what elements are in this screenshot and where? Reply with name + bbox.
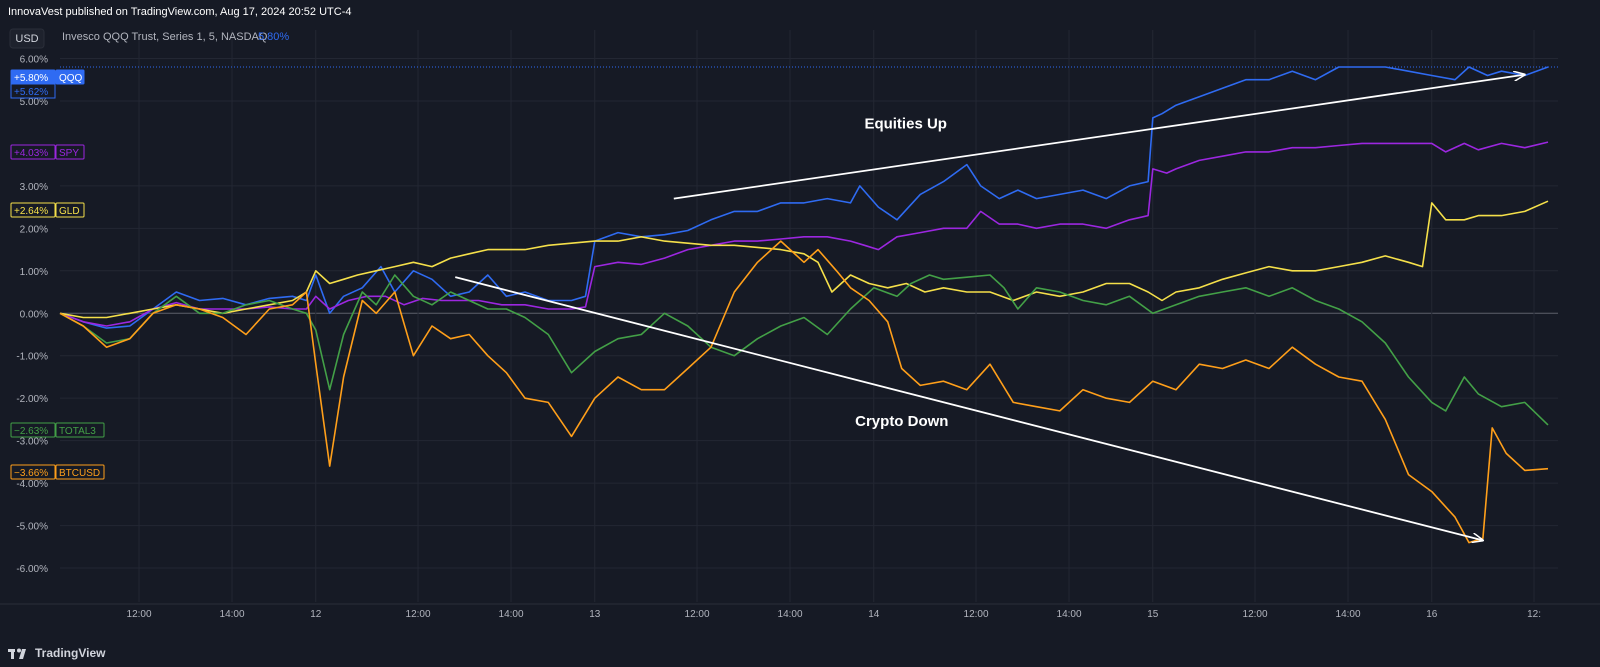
series-badge-name: TOTAL3 bbox=[59, 426, 96, 437]
x-tick-label: 13 bbox=[589, 609, 601, 620]
annotation-label: Equities Up bbox=[864, 116, 947, 133]
legend-value: 5.80% bbox=[258, 31, 289, 43]
y-tick-label: 3.00% bbox=[20, 182, 48, 193]
y-tick-label: 5.00% bbox=[20, 97, 48, 108]
tradingview-logo[interactable]: TradingView bbox=[8, 644, 105, 662]
x-tick-label: 14 bbox=[868, 609, 880, 620]
x-tick-label: 12:00 bbox=[1243, 609, 1268, 620]
series-line-spy[interactable] bbox=[59, 141, 1549, 327]
x-tick-label: 14:00 bbox=[499, 609, 524, 620]
series-line-gld[interactable] bbox=[59, 200, 1549, 319]
series-badge: −2.63% TOTAL3 bbox=[10, 422, 105, 438]
series-badge: +5.80% QQQ bbox=[10, 69, 85, 85]
series-badge: +4.03% SPY bbox=[10, 144, 85, 160]
series-badge-value: −3.66% bbox=[14, 468, 48, 479]
y-tick-label: 1.00% bbox=[20, 267, 48, 278]
annotation-label: Crypto Down bbox=[855, 413, 948, 430]
series-line-total3[interactable] bbox=[59, 274, 1549, 426]
y-tick-label: -1.00% bbox=[16, 352, 48, 363]
y-tick-label: -2.00% bbox=[16, 394, 48, 405]
brand-label: TradingView bbox=[35, 646, 106, 660]
series-badge: −3.66% BTCUSD bbox=[10, 464, 105, 480]
y-tick-label: 6.00% bbox=[20, 54, 48, 65]
series-badge-name: GLD bbox=[59, 206, 80, 217]
x-tick-label: 15 bbox=[1147, 609, 1159, 620]
x-tick-label: 12:00 bbox=[685, 609, 710, 620]
series-badge-value: +2.64% bbox=[14, 206, 48, 217]
currency-selector[interactable]: USD bbox=[9, 28, 45, 49]
x-tick-label: 14:00 bbox=[1057, 609, 1082, 620]
x-tick-label: 14:00 bbox=[778, 609, 803, 620]
qqq-prev-value: +5.62% bbox=[14, 87, 48, 98]
published-line: InnovaVest published on TradingView.com,… bbox=[8, 6, 352, 18]
tradingview-icon bbox=[8, 648, 26, 659]
x-tick-label: 16 bbox=[1426, 609, 1438, 620]
series-badge-value: +5.80% bbox=[14, 73, 48, 84]
x-tick-label: 14:00 bbox=[220, 609, 245, 620]
x-tick-label: 12: bbox=[1527, 609, 1541, 620]
x-tick-label: 12:00 bbox=[964, 609, 989, 620]
series-line-qqq[interactable] bbox=[59, 66, 1549, 329]
series-badge-value: −2.63% bbox=[14, 426, 48, 437]
y-tick-label: -3.00% bbox=[16, 437, 48, 448]
x-tick-label: 12 bbox=[310, 609, 322, 620]
qqq-prev-badge: +5.62% bbox=[10, 83, 56, 99]
series-badge-value: +4.03% bbox=[14, 148, 48, 159]
annotation-arrow[interactable] bbox=[673, 75, 1525, 200]
y-tick-label: -5.00% bbox=[16, 522, 48, 533]
series-badge-name: QQQ bbox=[59, 73, 83, 84]
y-tick-label: 0.00% bbox=[20, 309, 48, 320]
x-tick-label: 12:00 bbox=[406, 609, 431, 620]
series-badge: +2.64% GLD bbox=[10, 202, 85, 218]
legend-symbol-text: Invesco QQQ Trust, Series 1, 5, NASDAQ bbox=[62, 31, 268, 43]
annotation-arrow[interactable] bbox=[455, 276, 1483, 540]
series-badge-name: SPY bbox=[59, 148, 79, 159]
currency-label: USD bbox=[15, 33, 38, 45]
x-tick-label: 14:00 bbox=[1336, 609, 1361, 620]
y-tick-label: -4.00% bbox=[16, 479, 48, 490]
series-badge-name: BTCUSD bbox=[59, 468, 100, 479]
series-line-btcusd[interactable] bbox=[59, 240, 1549, 544]
y-tick-label: 2.00% bbox=[20, 224, 48, 235]
x-tick-label: 12:00 bbox=[127, 609, 152, 620]
y-tick-label: -6.00% bbox=[16, 564, 48, 575]
